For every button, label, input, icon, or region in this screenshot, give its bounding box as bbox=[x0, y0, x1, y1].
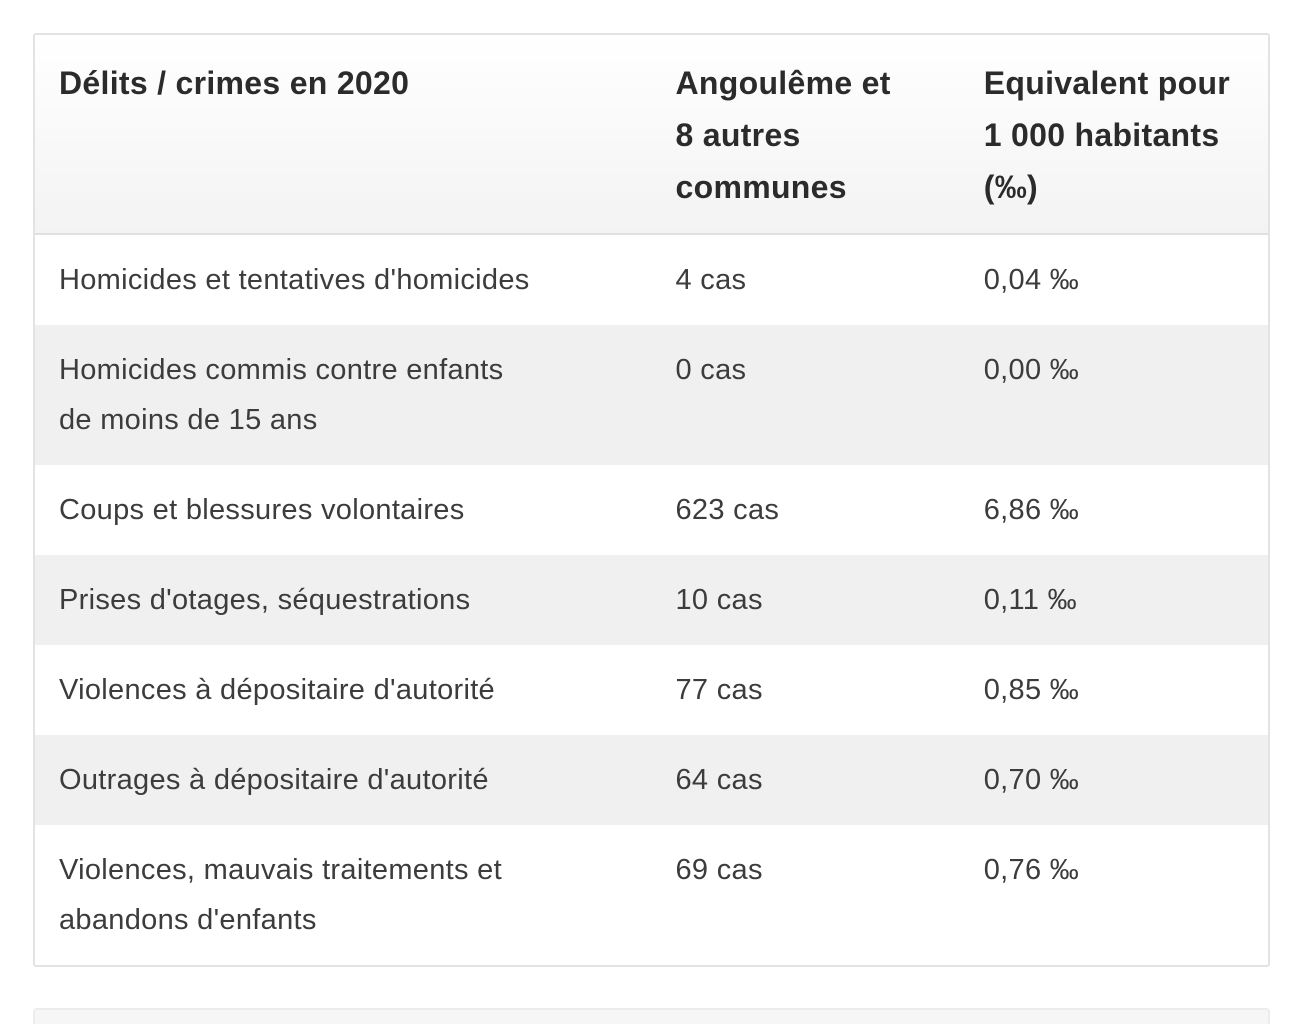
column-header-delits-crimes: Délits / crimes en 2020 bbox=[35, 35, 652, 235]
rate-cell: 0,85 ‰ bbox=[983, 674, 1080, 706]
rate-cell: 0,00 ‰ bbox=[959, 325, 1268, 465]
table-row: Homicides et tentatives d'homicides 4 ca… bbox=[35, 234, 1268, 325]
column-header-rate-per-1000: Equivalent pour 1 000 habitants (‰) bbox=[959, 35, 1268, 235]
row-label-cell: Violences, mauvais traitements et abando… bbox=[59, 854, 502, 936]
crime-table: Délits / crimes en 2020 Angoulême et 8 a… bbox=[35, 35, 1268, 965]
column-header-communes-count: Angoulême et 8 autres communes bbox=[651, 35, 960, 235]
table-row: Homicides commis contre enfants de moins… bbox=[35, 325, 1268, 465]
table-row: Violences, mauvais traitements et abando… bbox=[35, 825, 1268, 965]
next-section-top-edge bbox=[33, 1008, 1270, 1024]
rate-cell: 6,86 ‰ bbox=[983, 494, 1080, 526]
cases-cell: 4 cas bbox=[675, 264, 747, 296]
cases-cell: 77 cas bbox=[675, 674, 763, 706]
table-row: Coups et blessures volontaires 623 cas 6… bbox=[35, 465, 1268, 555]
rate-cell: 0,76 ‰ bbox=[983, 854, 1080, 886]
row-label-cell: Prises d'otages, séquestrations bbox=[35, 555, 652, 645]
crime-stats-table: Délits / crimes en 2020 Angoulême et 8 a… bbox=[33, 33, 1270, 967]
table-row: Prises d'otages, séquestrations 10 cas 0… bbox=[35, 555, 1268, 645]
rate-cell: 0,70 ‰ bbox=[959, 735, 1268, 825]
cases-cell: 69 cas bbox=[675, 854, 763, 886]
cases-cell: 64 cas bbox=[651, 735, 960, 825]
rate-cell: 0,04 ‰ bbox=[983, 264, 1080, 296]
cases-cell: 10 cas bbox=[651, 555, 960, 645]
table-row: Violences à dépositaire d'autorité 77 ca… bbox=[35, 645, 1268, 735]
row-label-cell: Outrages à dépositaire d'autorité bbox=[35, 735, 652, 825]
row-label-cell: Homicides et tentatives d'homicides bbox=[59, 264, 530, 296]
cases-cell: 0 cas bbox=[651, 325, 960, 465]
rate-cell: 0,11 ‰ bbox=[959, 555, 1268, 645]
table-row: Outrages à dépositaire d'autorité 64 cas… bbox=[35, 735, 1268, 825]
row-label-cell: Homicides commis contre enfants de moins… bbox=[35, 325, 652, 465]
table-body: Homicides et tentatives d'homicides 4 ca… bbox=[35, 234, 1268, 965]
row-label-cell: Violences à dépositaire d'autorité bbox=[59, 674, 495, 706]
table-header: Délits / crimes en 2020 Angoulême et 8 a… bbox=[35, 35, 1268, 235]
cases-cell: 623 cas bbox=[675, 494, 780, 526]
header-row: Délits / crimes en 2020 Angoulême et 8 a… bbox=[35, 35, 1268, 235]
row-label-cell: Coups et blessures volontaires bbox=[59, 494, 465, 526]
